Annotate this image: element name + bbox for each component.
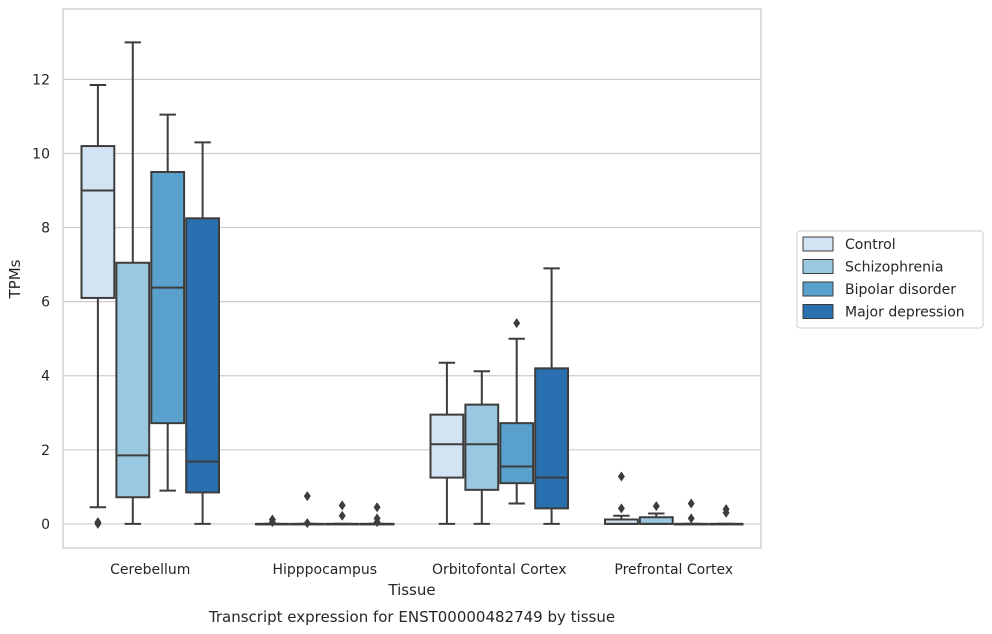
plot-area-frame xyxy=(62,8,762,549)
box-group xyxy=(150,113,186,492)
y-tick-label: 6 xyxy=(41,295,50,311)
y-tick-label: 12 xyxy=(32,72,50,88)
x-tick-label: Prefrontal Cortex xyxy=(614,562,733,578)
outlier-point xyxy=(338,510,346,521)
box-group xyxy=(324,500,360,526)
box-iqr xyxy=(464,403,500,491)
outlier-point xyxy=(373,513,381,524)
box-iqr xyxy=(185,217,221,494)
outlier-point xyxy=(373,502,381,513)
chart-caption: Transcript expression for ENST0000048274… xyxy=(208,608,615,626)
box-group xyxy=(534,267,570,525)
y-tick-labels: 0 2 4 6 8 10 12 xyxy=(32,72,50,533)
box-group xyxy=(185,141,221,525)
x-axis-label: Tissue xyxy=(387,581,435,599)
box-group xyxy=(289,491,325,529)
outlier-point xyxy=(687,513,695,524)
legend-swatch xyxy=(802,236,834,252)
x-tick-label: Cerebellum xyxy=(110,562,190,578)
outlier-point xyxy=(617,503,625,514)
outlier-point xyxy=(687,498,695,509)
x-tick-label: Hipppocampus xyxy=(272,562,377,578)
legend-swatch xyxy=(802,304,834,319)
legend-swatch xyxy=(802,281,834,297)
outlier-point xyxy=(652,501,660,512)
y-tick-label: 10 xyxy=(32,146,50,162)
legend-label: Control xyxy=(845,237,896,253)
y-axis-label: TPMs xyxy=(6,259,24,299)
outlier-point xyxy=(303,491,311,502)
legend-swatch xyxy=(802,259,834,274)
outlier-point xyxy=(338,500,346,511)
box-group xyxy=(115,41,151,525)
box-group xyxy=(673,498,709,526)
box-group xyxy=(359,502,395,528)
box-group xyxy=(638,501,674,525)
box-iqr xyxy=(80,145,116,299)
outlier-point xyxy=(303,518,311,529)
y-tick-label: 4 xyxy=(41,369,50,385)
y-tick-label: 2 xyxy=(41,443,50,459)
box-group xyxy=(464,370,500,525)
x-tick-label: Orbitofontal Cortex xyxy=(432,562,567,578)
box-iqr xyxy=(499,422,535,485)
box-iqr xyxy=(638,516,674,525)
box-groups xyxy=(80,41,744,529)
outlier-point xyxy=(617,471,625,482)
box-iqr xyxy=(429,413,465,479)
outlier-point xyxy=(268,514,276,525)
legend-frame xyxy=(796,230,984,329)
outlier-point xyxy=(722,504,730,515)
x-tick-labels: Cerebellum Hipppocampus Orbitofontal Corte… xyxy=(110,562,733,578)
legend-label: Major depression xyxy=(845,305,965,321)
box-group xyxy=(708,504,744,526)
legend-label: Bipolar disorder xyxy=(845,282,956,298)
box-group xyxy=(254,514,290,528)
box-iqr xyxy=(150,170,186,425)
legend-label: Schizophrenia xyxy=(845,260,943,276)
box-iqr xyxy=(115,261,151,499)
y-tick-label: 0 xyxy=(41,517,50,533)
outlier-point xyxy=(94,517,102,528)
box-group xyxy=(603,471,639,525)
outlier-point xyxy=(513,318,521,329)
box-group xyxy=(80,83,116,529)
box-group xyxy=(429,361,465,525)
legend: Control Schizophrenia Bipolar disorder Majo… xyxy=(796,230,984,329)
y-tick-label: 8 xyxy=(41,221,50,237)
box-group xyxy=(499,318,535,505)
box-iqr xyxy=(534,367,570,510)
